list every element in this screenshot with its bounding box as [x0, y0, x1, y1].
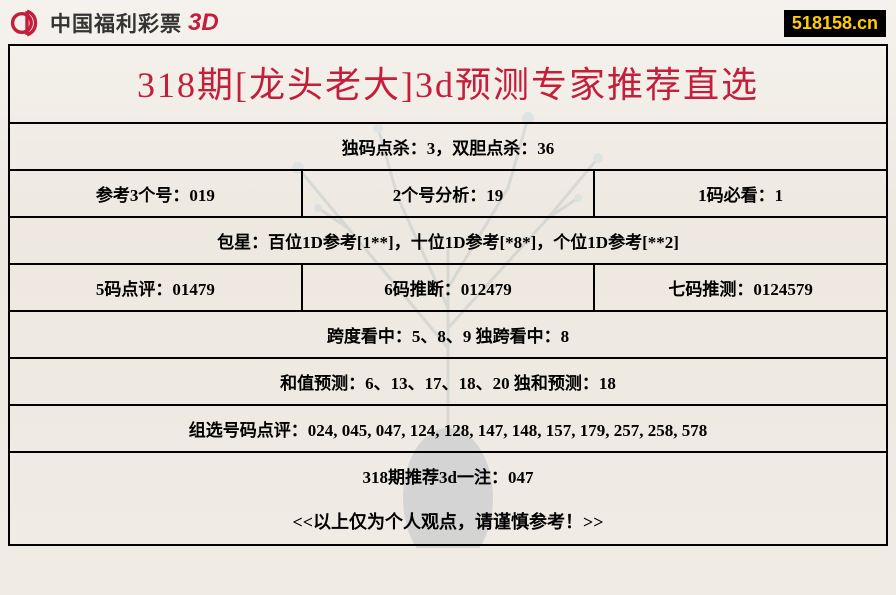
table-cell: 组选号码点评：024, 045, 047, 124, 128, 147, 148…: [10, 406, 886, 451]
table-row: 318期推荐3d一注：047: [10, 453, 886, 498]
table-cell: 独码点杀：3，双胆点杀：36: [10, 124, 886, 169]
table-cell: 2个号分析：19: [301, 171, 594, 216]
brand-suffix: 3D: [188, 9, 219, 37]
footer-note: <<以上仅为个人观点，请谨慎参考！>>: [10, 498, 886, 544]
table-cell: 和值预测：6、13、17、18、20 独和预测：18: [10, 359, 886, 404]
table-row: 包星：百位1D参考[1**]，十位1D参考[*8*]，个位1D参考[**2]: [10, 218, 886, 265]
table-cell: 6码推断：012479: [301, 265, 594, 310]
table-cell: 七码推测：0124579: [593, 265, 886, 310]
main-table: 318期[龙头老大]3d预测专家推荐直选 独码点杀：3，双胆点杀：36参考3个号…: [8, 44, 888, 546]
table-row: 5码点评：014796码推断：012479七码推测：0124579: [10, 265, 886, 312]
brand-text: 中国福利彩票: [50, 8, 182, 38]
lottery-logo-icon: [10, 6, 44, 40]
table-cell: 318期推荐3d一注：047: [10, 453, 886, 498]
table-cell: 参考3个号：019: [10, 171, 301, 216]
site-badge: 518158.cn: [784, 10, 886, 37]
title-row: 318期[龙头老大]3d预测专家推荐直选: [10, 46, 886, 124]
table-cell: 1码必看：1: [593, 171, 886, 216]
table-cell: 跨度看中：5、8、9 独跨看中：8: [10, 312, 886, 357]
table-row: 独码点杀：3，双胆点杀：36: [10, 124, 886, 171]
page-title: 318期[龙头老大]3d预测专家推荐直选: [137, 65, 759, 105]
table-row: 参考3个号：0192个号分析：191码必看：1: [10, 171, 886, 218]
page-header: 中国福利彩票 3D 518158.cn: [0, 0, 896, 40]
table-row: 和值预测：6、13、17、18、20 独和预测：18: [10, 359, 886, 406]
logo-section: 中国福利彩票 3D: [10, 6, 219, 40]
table-row: 跨度看中：5、8、9 独跨看中：8: [10, 312, 886, 359]
table-cell: 包星：百位1D参考[1**]，十位1D参考[*8*]，个位1D参考[**2]: [10, 218, 886, 263]
footer-row: <<以上仅为个人观点，请谨慎参考！>>: [10, 498, 886, 544]
table-row: 组选号码点评：024, 045, 047, 124, 128, 147, 148…: [10, 406, 886, 453]
table-cell: 5码点评：01479: [10, 265, 301, 310]
